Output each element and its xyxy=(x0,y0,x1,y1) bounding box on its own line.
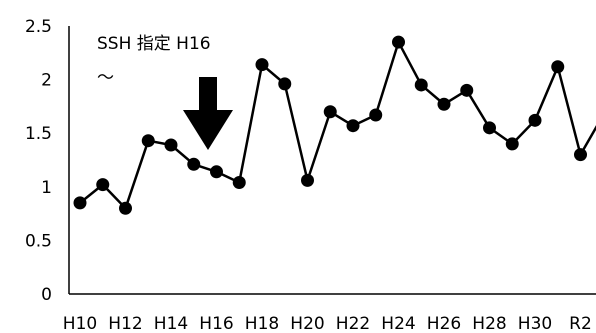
x-tick-label: H18 xyxy=(245,314,279,333)
data-point xyxy=(369,108,383,122)
data-point xyxy=(141,134,155,148)
data-point xyxy=(323,105,337,119)
data-point xyxy=(551,60,565,74)
data-point xyxy=(96,178,110,192)
x-tick-label: H20 xyxy=(290,314,324,333)
data-point xyxy=(232,176,246,190)
data-point xyxy=(73,196,87,210)
y-tick-label: 2 xyxy=(41,71,52,91)
y-tick-label: 0 xyxy=(41,285,52,305)
data-point xyxy=(483,121,496,135)
data-point xyxy=(392,35,405,49)
annotation-label: SSH 指定 H16 xyxy=(97,34,211,54)
series xyxy=(73,35,596,215)
y-tick-label: 2.5 xyxy=(25,17,52,37)
data-point xyxy=(210,165,223,179)
y-tick-label: 1.5 xyxy=(25,124,52,144)
x-tick-label: H14 xyxy=(154,314,188,333)
data-point xyxy=(187,157,201,171)
data-point xyxy=(119,201,132,215)
data-point xyxy=(505,137,519,151)
x-tick-label: H22 xyxy=(336,314,370,333)
x-tick-labels: H10 H12 H14 H16 H18 H20 H22 H24 H26 H28 H30 R2 xyxy=(63,314,592,333)
data-point xyxy=(574,148,587,162)
series-line xyxy=(79,40,596,210)
data-point xyxy=(528,113,542,127)
data-point xyxy=(301,173,314,187)
x-tick-label: H12 xyxy=(108,314,142,333)
y-tick-labels: 0 0.5 1 1.5 2 2.5 xyxy=(25,17,52,305)
data-point xyxy=(255,58,269,72)
down-arrow-icon xyxy=(183,77,233,150)
data-point xyxy=(278,77,292,91)
x-tick-label: H30 xyxy=(518,314,552,333)
x-tick-label: H10 xyxy=(63,314,97,333)
data-point xyxy=(437,97,451,111)
x-tick-label: H28 xyxy=(472,314,506,333)
annotation: SSH 指定 H16 ～ xyxy=(97,34,233,150)
data-point xyxy=(414,78,428,92)
data-point xyxy=(164,138,178,152)
x-tick-label: R2 xyxy=(569,314,592,333)
y-tick-label: 0.5 xyxy=(25,231,52,251)
x-tick-label: H16 xyxy=(199,314,233,333)
data-point xyxy=(346,119,360,133)
axes xyxy=(68,26,596,295)
x-tick-label: H24 xyxy=(381,314,415,333)
x-tick-label: H26 xyxy=(427,314,461,333)
y-tick-label: 1 xyxy=(41,178,52,198)
annotation-tilde: ～ xyxy=(97,68,114,88)
data-point xyxy=(460,83,474,97)
